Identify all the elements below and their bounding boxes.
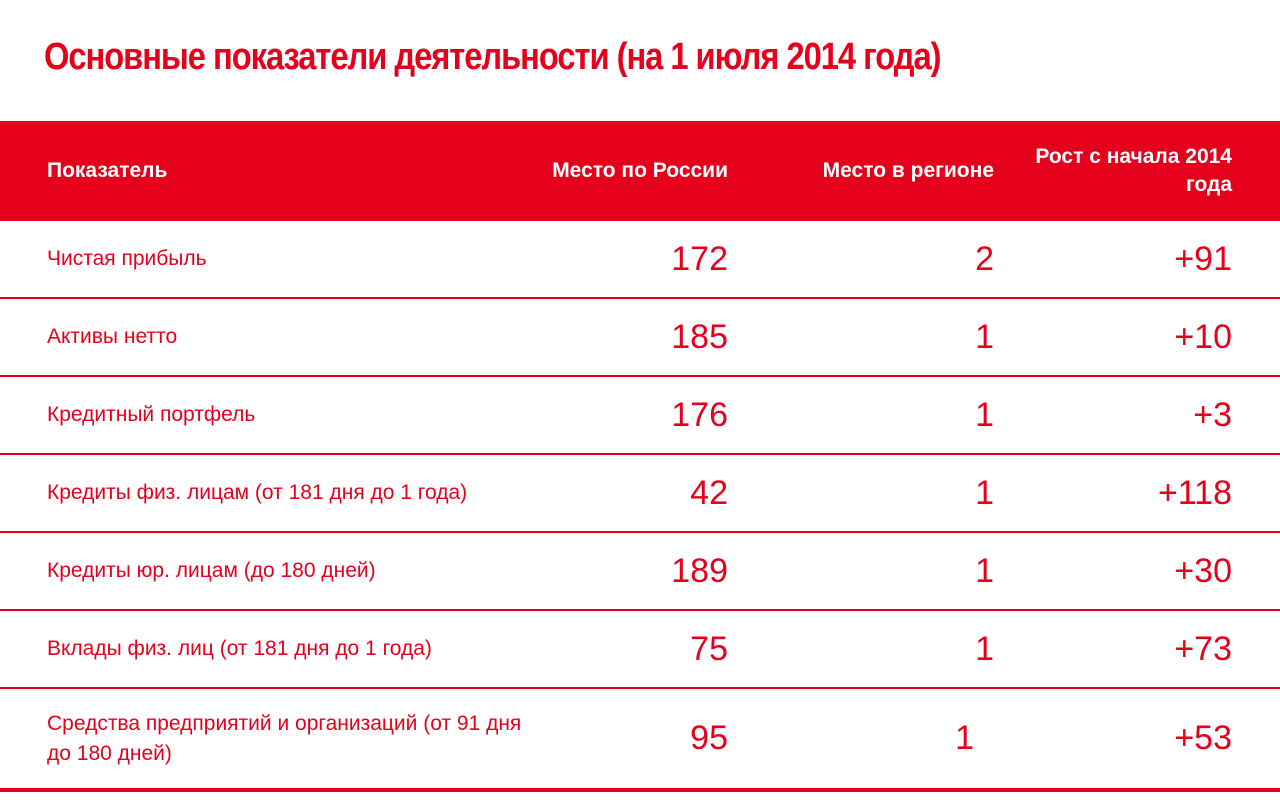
table-row: Кредиты физ. лицам (от 181 дня до 1 года…: [0, 455, 1280, 533]
russia-rank: 75: [690, 629, 728, 668]
indicator-name: Чистая прибыль: [47, 247, 207, 270]
region-rank: 1: [975, 317, 994, 356]
growth-value: +53: [1174, 719, 1232, 757]
russia-rank: 176: [671, 395, 728, 434]
region-rank: 1: [975, 551, 994, 590]
growth-value: +118: [1157, 473, 1232, 512]
table-row: Вклады физ. лиц (от 181 дня до 1 года) 7…: [0, 611, 1280, 689]
indicator-name: Активы нетто: [47, 325, 178, 348]
table-row: Чистая прибыль 172 2 +91: [0, 221, 1280, 299]
indicator-name: Кредитный портфель: [47, 403, 256, 426]
russia-rank: 189: [671, 551, 728, 590]
russia-rank: 42: [690, 473, 728, 512]
region-rank: 1: [975, 629, 994, 668]
region-rank: 2: [975, 239, 994, 278]
growth-value: +73: [1174, 629, 1232, 668]
header-russia-rank: Место по России: [552, 159, 728, 182]
indicator-name: Вклады физ. лиц (от 181 дня до 1 года): [47, 637, 432, 660]
russia-rank: 185: [671, 317, 728, 356]
indicator-name: Кредиты юр. лицам (до 180 дней): [47, 559, 376, 582]
russia-rank: 172: [671, 239, 728, 278]
russia-rank: 95: [690, 719, 728, 757]
region-rank: 1: [975, 395, 994, 434]
growth-value: +30: [1174, 551, 1232, 590]
indicators-table: Показатель Место по России Место в регио…: [0, 121, 1280, 792]
header-region-rank: Место в регионе: [822, 159, 994, 182]
table-row: Активы нетто 185 1 +10: [0, 299, 1280, 377]
table-row: Кредитный портфель 176 1 +3: [0, 377, 1280, 455]
header-indicator: Показатель: [47, 159, 168, 182]
table-row: Средства предприятий и организаций (от 9…: [0, 689, 1280, 792]
table-row: Кредиты юр. лицам (до 180 дней) 189 1 +3…: [0, 533, 1280, 611]
indicator-name: Кредиты физ. лицам (от 181 дня до 1 года…: [47, 481, 468, 504]
growth-value: +91: [1174, 239, 1232, 278]
region-rank: 1: [955, 719, 974, 757]
region-rank: 1: [975, 473, 994, 512]
growth-value: +10: [1174, 317, 1232, 356]
growth-value: +3: [1193, 395, 1232, 434]
indicator-name: Средства предприятий и организаций (от 9…: [47, 711, 522, 765]
table-header: Показатель Место по России Место в регио…: [0, 121, 1280, 221]
page-title: Основные показатели деятельности (на 1 и…: [44, 36, 941, 78]
header-growth: Рост с начала 2014 года: [1035, 145, 1232, 196]
